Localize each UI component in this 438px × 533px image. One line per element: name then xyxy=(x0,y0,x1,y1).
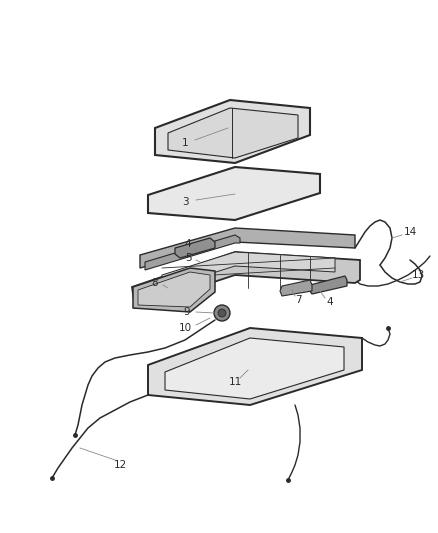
Text: 4: 4 xyxy=(327,297,333,307)
Circle shape xyxy=(214,305,230,321)
Polygon shape xyxy=(132,252,360,308)
Text: 14: 14 xyxy=(403,227,417,237)
Polygon shape xyxy=(148,167,320,220)
Polygon shape xyxy=(165,338,344,399)
Text: 7: 7 xyxy=(295,295,301,305)
Polygon shape xyxy=(309,276,347,294)
Text: 8: 8 xyxy=(152,278,158,288)
Polygon shape xyxy=(140,228,355,268)
Text: 1: 1 xyxy=(182,138,188,148)
Polygon shape xyxy=(148,328,362,405)
Text: 10: 10 xyxy=(178,323,191,333)
Polygon shape xyxy=(155,100,310,163)
Text: 3: 3 xyxy=(182,197,188,207)
Polygon shape xyxy=(145,235,240,270)
Text: 13: 13 xyxy=(411,270,424,280)
Polygon shape xyxy=(162,252,335,289)
Polygon shape xyxy=(168,108,298,158)
Circle shape xyxy=(218,309,226,317)
Polygon shape xyxy=(280,280,312,296)
Text: 12: 12 xyxy=(113,460,127,470)
Polygon shape xyxy=(138,272,210,307)
Polygon shape xyxy=(175,238,215,258)
Polygon shape xyxy=(133,268,215,312)
Text: 9: 9 xyxy=(184,307,191,317)
Text: 11: 11 xyxy=(228,377,242,387)
Text: 4: 4 xyxy=(185,239,191,249)
Text: 5: 5 xyxy=(185,253,191,263)
